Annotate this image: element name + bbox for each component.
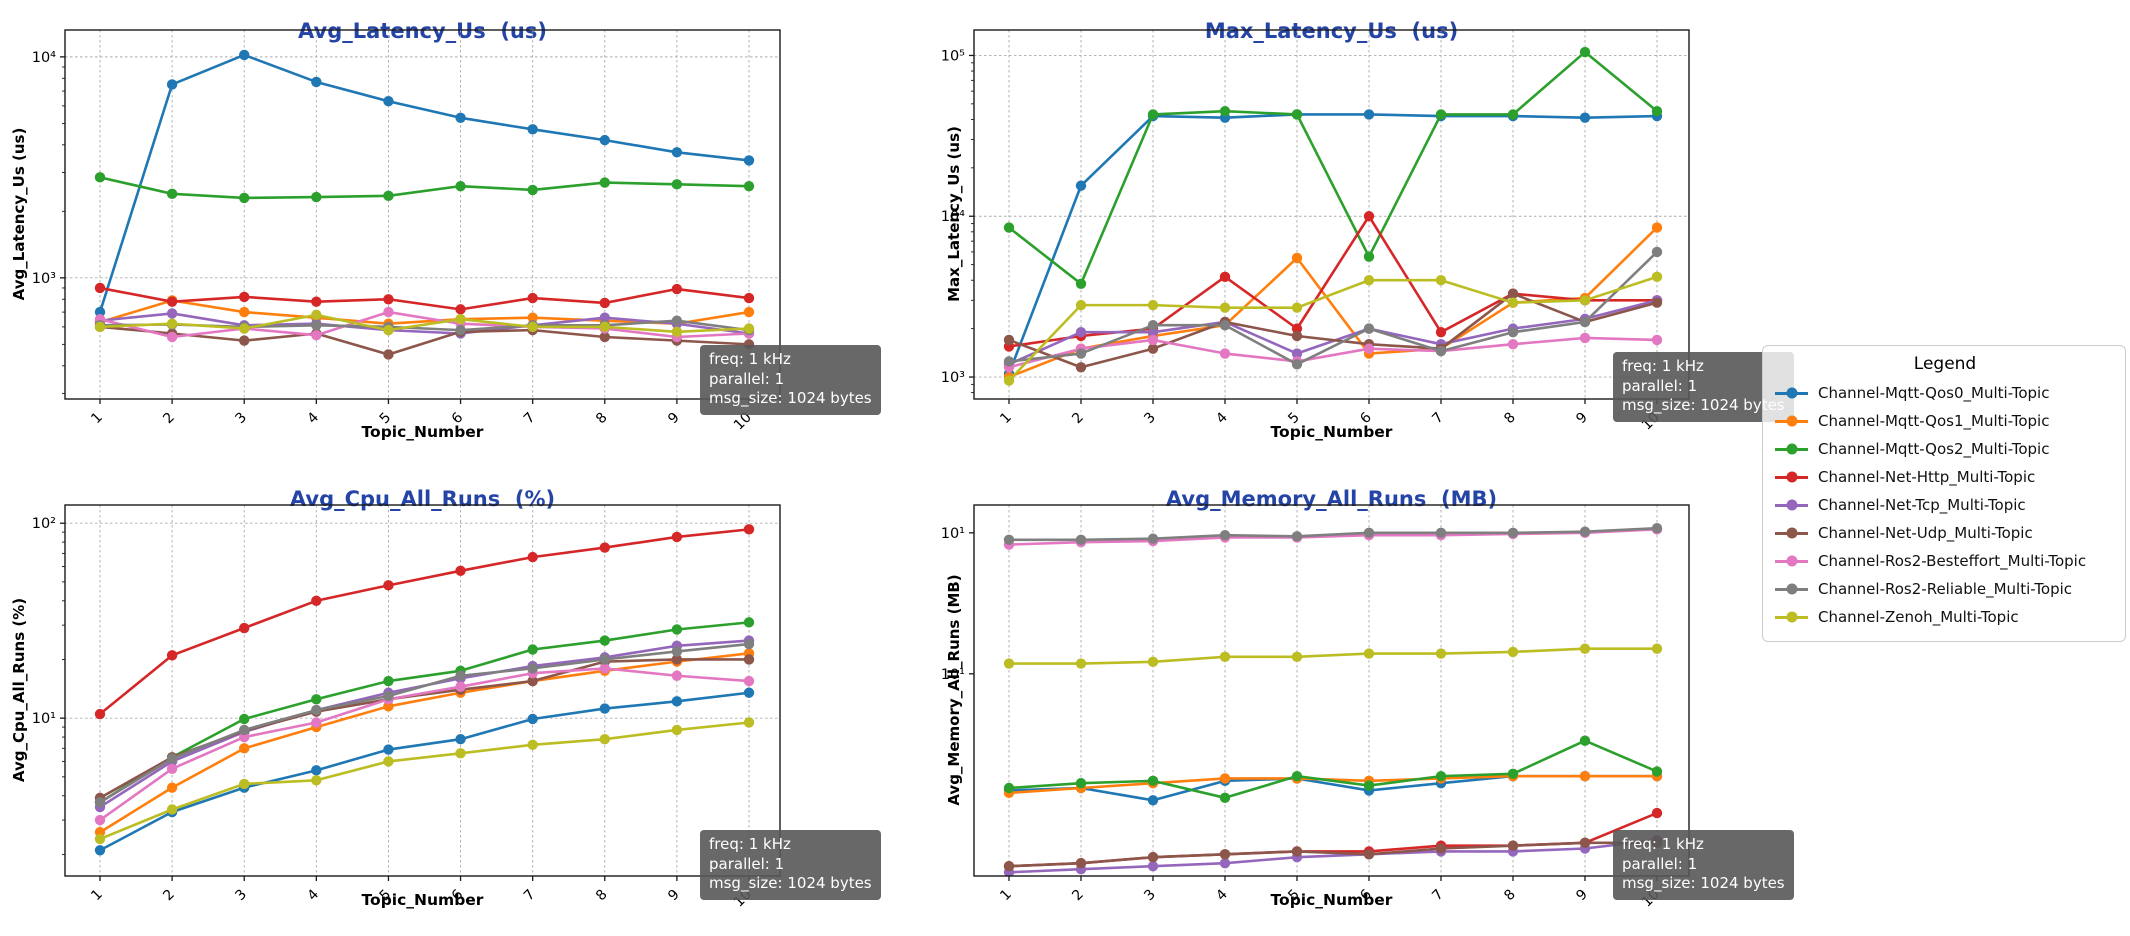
legend-item-label: Channel-Ros2-Besteffort_Multi-Topic (1818, 552, 2087, 570)
annotation-line: parallel: 1 (1622, 854, 1698, 873)
legend: Legend Channel-Mqtt-Qos0_Multi-Topic Chan… (1762, 345, 2126, 642)
annotation-line: parallel: 1 (1622, 376, 1698, 395)
svg-text:10¹: 10¹ (32, 711, 56, 727)
svg-text:10⁴: 10⁴ (941, 209, 965, 225)
svg-text:10⁴: 10⁴ (32, 50, 56, 66)
legend-item-label: Channel-Ros2-Reliable_Multi-Topic (1818, 580, 2073, 598)
chart-title: Avg_Memory_All_Runs (MB) (1165, 487, 1498, 512)
chart-title: Avg_Cpu_All_Runs (%) (289, 487, 556, 512)
series-Channel-Mqtt-Qos2_Multi-Topic (1003, 735, 1663, 803)
annotation-line: parallel: 1 (709, 369, 785, 388)
legend-item-label: Channel-Zenoh_Multi-Topic (1818, 608, 2019, 626)
legend-item: Channel-Mqtt-Qos1_Multi-Topic (1775, 407, 2115, 435)
svg-text:10²: 10² (32, 516, 56, 532)
legend-marker-icon (1775, 559, 1808, 563)
chart-title: Avg_Latency_Us (us) (298, 19, 547, 44)
legend-item: Channel-Net-Udp_Multi-Topic (1775, 519, 2115, 547)
series-Channel-Mqtt-Qos0_Multi-Topic (1003, 109, 1663, 379)
legend-item-label: Channel-Mqtt-Qos0_Multi-Topic (1818, 384, 2050, 402)
legend-entries: Channel-Mqtt-Qos0_Multi-Topic Channel-Mqt… (1775, 379, 2115, 631)
legend-marker-icon (1775, 419, 1808, 423)
legend-marker-icon (1775, 615, 1808, 619)
series-Channel-Zenoh_Multi-Topic (1003, 271, 1663, 386)
legend-item: Channel-Ros2-Besteffort_Multi-Topic (1775, 547, 2115, 575)
series-Channel-Ros2-Reliable_Multi-Topic (94, 638, 755, 808)
plot-area: 10¹10²12345678910 (32, 504, 781, 910)
annotation-line: msg_size: 1024 bytes (1622, 874, 1785, 892)
x-axis-label: Topic_Number (361, 423, 484, 441)
chart-avg-cpu: Avg_Cpu_All_Runs (%) Avg_Cpu_All_Runs (%… (0, 468, 935, 936)
svg-text:10³: 10³ (941, 370, 965, 386)
svg-text:10⁵: 10⁵ (941, 48, 965, 64)
legend-item-label: Channel-Net-Http_Multi-Topic (1818, 468, 2036, 486)
chart-max-latency: Max_Latency_Us (us) Max_Latency_Us (us) … (935, 0, 1795, 468)
series-Channel-Mqtt-Qos0_Multi-Topic (94, 49, 755, 318)
annotation-box: freq: 1 kHz parallel: 1 msg_size: 1024 b… (700, 345, 881, 415)
x-axis-label: Topic_Number (1270, 891, 1393, 909)
legend-marker-icon (1775, 447, 1808, 451)
legend-item-label: Channel-Net-Tcp_Multi-Topic (1818, 496, 2026, 514)
series-Channel-Net-Tcp_Multi-Topic (1003, 834, 1663, 876)
legend-item: Channel-Mqtt-Qos2_Multi-Topic (1775, 435, 2115, 463)
legend-item: Channel-Mqtt-Qos0_Multi-Topic (1775, 379, 2115, 407)
legend-title: Legend (1913, 354, 1977, 374)
legend-item: Channel-Ros2-Reliable_Multi-Topic (1775, 575, 2115, 603)
annotation-line: freq: 1 kHz (709, 835, 791, 853)
chart-avg-memory: Avg_Memory_All_Runs (MB) Avg_Memory_All_… (935, 468, 1795, 936)
legend-marker-icon (1775, 531, 1808, 535)
series-Channel-Zenoh_Multi-Topic (94, 717, 755, 845)
annotation-line: freq: 1 kHz (1622, 835, 1704, 853)
series-Channel-Ros2-Besteffort_Multi-Topic (1003, 524, 1663, 550)
series-Channel-Mqtt-Qos2_Multi-Topic (94, 617, 755, 808)
series-Channel-Ros2-Reliable_Multi-Topic (1003, 523, 1663, 546)
legend-item: Channel-Net-Tcp_Multi-Topic (1775, 491, 2115, 519)
series-Channel-Mqtt-Qos0_Multi-Topic (94, 687, 755, 856)
legend-item-label: Channel-Net-Udp_Multi-Topic (1818, 524, 2033, 542)
svg-text:2 × 10¹: 2 × 10¹ (935, 667, 965, 683)
annotation-box: freq: 1 kHz parallel: 1 msg_size: 1024 b… (700, 830, 881, 900)
series-Channel-Mqtt-Qos2_Multi-Topic (1003, 46, 1663, 290)
series-Channel-Mqtt-Qos2_Multi-Topic (94, 172, 755, 204)
series-Channel-Ros2-Reliable_Multi-Topic (1003, 246, 1663, 370)
annotation-line: parallel: 1 (709, 854, 785, 873)
legend-marker-icon (1775, 391, 1808, 395)
legend-marker-icon (1775, 475, 1808, 479)
annotation-line: freq: 1 kHz (1622, 357, 1704, 375)
chart-avg-latency: Avg_Latency_Us (us) Avg_Latency_Us (us) … (0, 0, 935, 468)
annotation-line: msg_size: 1024 bytes (1622, 396, 1785, 414)
annotation-line: msg_size: 1024 bytes (709, 389, 872, 407)
svg-text:3 × 10¹: 3 × 10¹ (935, 526, 965, 542)
series-Channel-Zenoh_Multi-Topic (1003, 643, 1663, 669)
legend-item-label: Channel-Mqtt-Qos1_Multi-Topic (1818, 412, 2050, 430)
series-Channel-Net-Http_Multi-Topic (94, 524, 755, 720)
legend-item: Channel-Zenoh_Multi-Topic (1775, 603, 2115, 631)
chart-title: Max_Latency_Us (us) (1204, 19, 1459, 44)
svg-text:10³: 10³ (32, 271, 56, 287)
annotation-line: msg_size: 1024 bytes (709, 874, 872, 892)
annotation-box: freq: 1 kHz parallel: 1 msg_size: 1024 b… (1613, 830, 1794, 900)
series-Channel-Ros2-Besteffort_Multi-Topic (1003, 332, 1663, 373)
x-axis-label: Topic_Number (1270, 423, 1393, 441)
annotation-line: freq: 1 kHz (709, 350, 791, 368)
legend-item: Channel-Net-Http_Multi-Topic (1775, 463, 2115, 491)
series-Channel-Net-Http_Multi-Topic (94, 282, 755, 315)
legend-marker-icon (1775, 503, 1808, 507)
x-axis-label: Topic_Number (361, 891, 484, 909)
plot-area: 10³10⁴10⁵12345678910 (941, 29, 1690, 433)
legend-marker-icon (1775, 587, 1808, 591)
series-Channel-Zenoh_Multi-Topic (94, 309, 755, 338)
legend-item-label: Channel-Mqtt-Qos2_Multi-Topic (1818, 440, 2050, 458)
series-Channel-Net-Tcp_Multi-Topic (94, 635, 755, 813)
